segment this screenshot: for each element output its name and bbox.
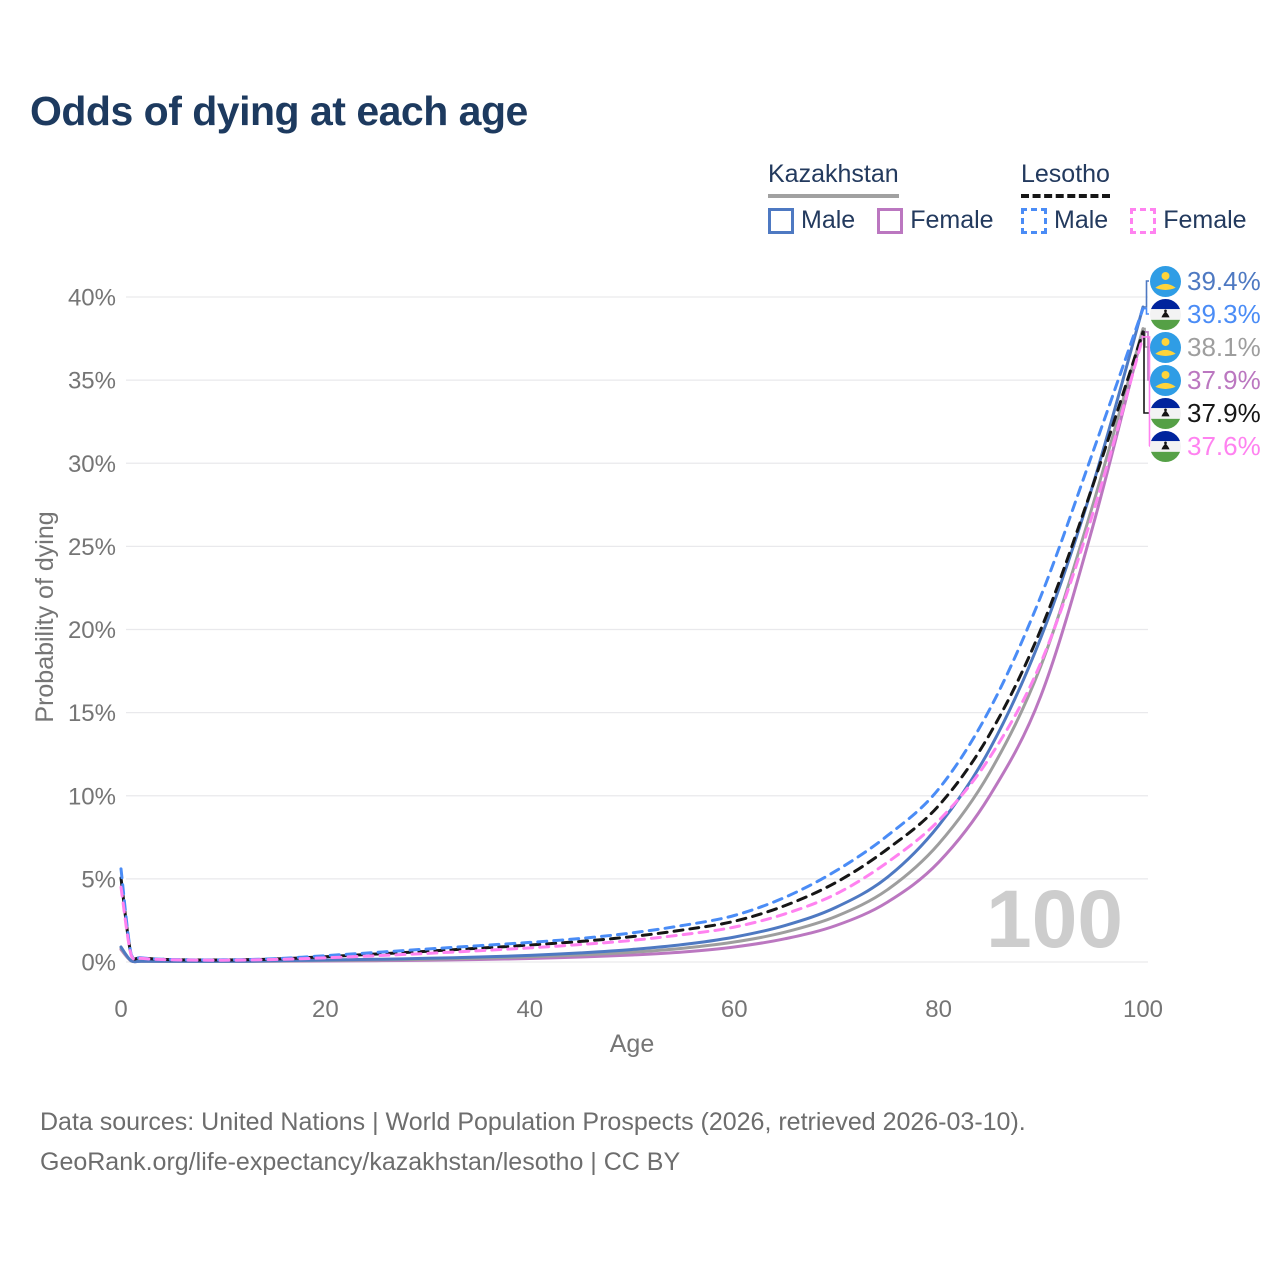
leader-line — [1143, 331, 1149, 414]
leader-line — [1143, 280, 1149, 308]
legend-item-kazakhstan-male[interactable]: Male — [768, 206, 855, 235]
y-tick-label: 10% — [68, 783, 116, 810]
y-tick-label: 35% — [68, 368, 116, 395]
legend-label: Female — [910, 206, 994, 234]
attribution-url-text: GeoRank.org/life-expectancy/kazakhstan/l… — [40, 1148, 681, 1176]
label-leader-lines — [1143, 280, 1151, 447]
leader-line — [1143, 336, 1151, 447]
series-line-lesotho-male[interactable] — [119, 307, 1145, 962]
end-label-kazakhstan-male: 39.4% — [1150, 265, 1261, 298]
end-label-value: 37.9% — [1187, 365, 1261, 395]
end-label-value: 37.9% — [1187, 398, 1261, 428]
series-line-kazakhstan-male[interactable] — [119, 305, 1145, 964]
y-tick-label: 0% — [81, 950, 116, 977]
leader-line — [1143, 307, 1149, 315]
legend-label: Female — [1163, 206, 1247, 234]
legend-group-kazakhstan: Kazakhstan Male Female — [768, 160, 994, 235]
kazakhstan-flag-icon — [1150, 266, 1181, 297]
x-axis-title: Age — [610, 1030, 654, 1058]
leader-line — [1143, 327, 1149, 348]
age-counter-watermark: 100 — [986, 874, 1123, 965]
legend-item-lesotho-female[interactable]: Female — [1130, 206, 1247, 235]
end-label-lesotho-female: 37.6% — [1150, 430, 1261, 463]
lesotho-flag-icon — [1150, 299, 1181, 330]
legend-title-lesotho: Lesotho — [1021, 160, 1110, 198]
x-tick-label: 0 — [114, 996, 127, 1023]
data-sources-text: Data sources: United Nations | World Pop… — [40, 1108, 1026, 1136]
series-lines — [119, 305, 1145, 964]
legend-group-lesotho: Lesotho Male Female — [1021, 160, 1247, 235]
y-tick-label: 25% — [68, 534, 116, 561]
series-line-kazakhstan-all[interactable] — [119, 327, 1145, 964]
legend-title-kazakhstan: Kazakhstan — [768, 160, 899, 198]
kazakhstan-male-swatch-icon — [768, 207, 794, 234]
y-tick-label: 20% — [68, 617, 116, 644]
lesotho-female-swatch-icon — [1130, 207, 1157, 234]
y-tick-label: 5% — [81, 866, 116, 893]
end-label-kazakhstan-all: 38.1% — [1150, 331, 1261, 364]
series-line-kazakhstan-female[interactable] — [119, 330, 1145, 964]
kazakhstan-female-swatch-icon — [877, 207, 904, 234]
y-axis-title: Probability of dying — [31, 511, 59, 722]
end-label-value: 39.3% — [1187, 299, 1261, 329]
y-tick-label: 15% — [68, 700, 116, 727]
page-title: Odds of dying at each age — [30, 88, 528, 134]
axis-ticks: 0% 5% 10% 15% 20% 25% 30% 35% 40% 0 20 40 60 80 100 — [68, 285, 1163, 1024]
legend-label: Male — [801, 206, 856, 234]
end-label-lesotho-all: 37.9% — [1150, 397, 1261, 430]
lesotho-flag-icon — [1150, 431, 1181, 462]
x-tick-label: 60 — [721, 996, 748, 1023]
x-tick-label: 40 — [516, 996, 543, 1023]
end-label-value: 38.1% — [1187, 332, 1261, 362]
y-tick-label: 40% — [68, 285, 116, 312]
x-tick-label: 20 — [312, 996, 339, 1023]
lesotho-flag-icon — [1150, 398, 1181, 429]
end-label-value: 37.6% — [1187, 431, 1261, 461]
x-tick-label: 80 — [925, 996, 952, 1023]
gridlines — [126, 296, 1148, 963]
series-line-lesotho-female[interactable] — [119, 335, 1145, 962]
kazakhstan-flag-icon — [1150, 332, 1181, 363]
legend-item-kazakhstan-female[interactable]: Female — [877, 206, 994, 235]
legend-label: Male — [1054, 206, 1109, 234]
end-label-value: 39.4% — [1187, 266, 1261, 296]
y-tick-label: 30% — [68, 451, 116, 478]
kazakhstan-flag-icon — [1150, 365, 1181, 396]
x-tick-label: 100 — [1123, 996, 1163, 1023]
lesotho-male-swatch-icon — [1021, 207, 1047, 234]
end-label-kazakhstan-female: 37.9% — [1150, 364, 1261, 397]
end-label-lesotho-male: 39.3% — [1150, 298, 1261, 331]
series-line-lesotho-all[interactable] — [119, 330, 1145, 962]
legend-item-lesotho-male[interactable]: Male — [1021, 206, 1108, 235]
leader-line — [1143, 331, 1149, 381]
